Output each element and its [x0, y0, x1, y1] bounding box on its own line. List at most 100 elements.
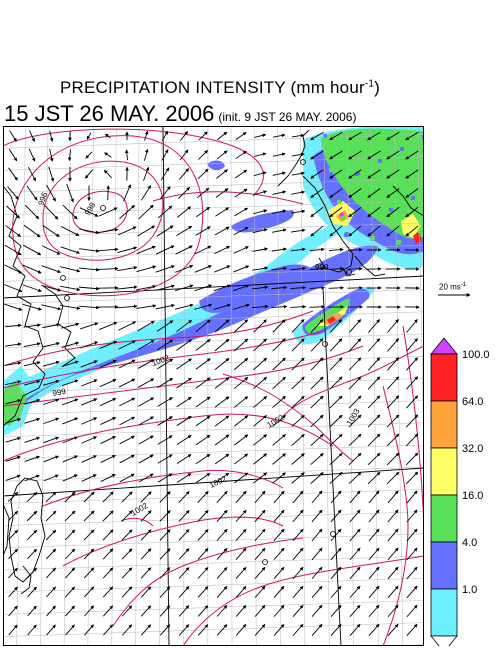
wind-vector	[79, 207, 99, 217]
wind-vector	[291, 338, 305, 352]
colorbar-tick-label: 64.0	[462, 396, 483, 408]
wind-vector	[79, 322, 99, 330]
wind-vector	[161, 149, 169, 161]
wind-vector	[367, 338, 381, 352]
wind-vector	[61, 322, 80, 329]
wind-vector	[42, 360, 60, 367]
grid-meridian	[300, 126, 306, 646]
wind-vector	[118, 340, 136, 350]
wind-vector	[311, 509, 323, 523]
isobar	[3, 310, 314, 367]
precipitation-speck	[363, 204, 367, 208]
wind-vector	[310, 376, 324, 390]
isobar	[12, 135, 204, 297]
wind-vector	[195, 319, 211, 333]
wind-vector	[81, 474, 97, 482]
wind-vector	[197, 567, 209, 579]
wind-vector	[386, 414, 400, 428]
wind-vector	[176, 358, 192, 370]
colorbar-segment	[430, 541, 458, 590]
wind-vector	[330, 623, 342, 636]
wind-vector	[100, 436, 117, 444]
precipitation-cell	[3, 245, 378, 422]
wind-vector	[41, 284, 62, 292]
wind-vector	[214, 472, 230, 484]
wind-vector	[197, 168, 209, 180]
wind-vector	[195, 472, 211, 484]
wind-vector	[406, 357, 418, 371]
wind-vector	[195, 226, 211, 236]
wind-vector	[348, 452, 362, 466]
wind-vector	[216, 131, 228, 141]
grid-parallel	[3, 156, 424, 171]
wind-vector	[253, 376, 268, 390]
wind-vector	[406, 585, 418, 599]
wind-vector	[216, 150, 228, 160]
wind-vector	[329, 452, 343, 466]
wind-vector	[197, 586, 209, 598]
wind-vector	[233, 434, 249, 446]
wind-vector	[273, 585, 285, 598]
wind-vector	[157, 397, 173, 407]
island	[262, 559, 268, 565]
wind-vector	[233, 377, 249, 389]
wind-vector	[309, 305, 326, 309]
wind-vector	[386, 131, 400, 141]
wind-vector	[328, 286, 344, 290]
wind-vector	[119, 473, 135, 483]
precipitation-cell	[339, 212, 344, 217]
wind-vector	[387, 490, 399, 504]
wind-vector	[159, 510, 171, 522]
wind-vector	[66, 183, 74, 203]
wind-vector	[3, 303, 23, 311]
grid-parallel	[3, 355, 424, 371]
wind-vector	[309, 247, 325, 252]
grid-meridian	[135, 126, 140, 646]
wind-vector	[254, 566, 266, 579]
precipitation-field	[3, 126, 424, 436]
wind-vector	[80, 398, 98, 406]
wind-vector	[99, 321, 118, 331]
wind-vector	[43, 474, 59, 482]
wind-vector	[291, 171, 305, 176]
wind-vector	[292, 547, 304, 561]
wind-vector	[81, 436, 98, 444]
wind-vector	[78, 305, 100, 310]
wind-vector	[136, 304, 157, 309]
grid-parallel	[3, 311, 424, 327]
reference-wind-label: 20 ms-1	[439, 282, 466, 292]
isobar	[3, 413, 334, 462]
precipitation-speck	[404, 163, 408, 167]
wind-vector	[291, 472, 305, 484]
wind-vector	[64, 567, 76, 579]
wind-vector	[43, 204, 59, 220]
wind-vector	[349, 604, 361, 618]
wind-vector	[290, 304, 307, 309]
wind-vector	[213, 265, 231, 273]
wind-vector	[214, 226, 230, 236]
wind-vector	[27, 586, 37, 598]
wind-vector	[159, 529, 171, 541]
wind-vector	[195, 396, 211, 408]
wind-vector	[176, 435, 192, 445]
isobar-label: 996	[36, 191, 49, 207]
wind-vector	[83, 491, 95, 503]
wind-vector	[138, 378, 155, 388]
wind-vector	[347, 247, 363, 252]
wind-vector	[368, 528, 380, 542]
wind-vector	[291, 190, 306, 195]
wind-vector	[310, 150, 324, 160]
wind-vector	[119, 416, 136, 426]
coastline-segment	[354, 255, 386, 277]
wind-vector	[26, 491, 38, 503]
wind-vector	[174, 284, 194, 292]
wind-vector	[406, 604, 418, 618]
wind-vector	[43, 436, 60, 444]
wind-vector	[160, 167, 170, 181]
wind-vector	[233, 396, 249, 408]
wind-vector	[386, 150, 400, 160]
wind-vector	[104, 152, 112, 158]
wind-vector	[405, 414, 419, 428]
wind-vector	[5, 417, 22, 424]
wind-vector	[272, 453, 286, 465]
